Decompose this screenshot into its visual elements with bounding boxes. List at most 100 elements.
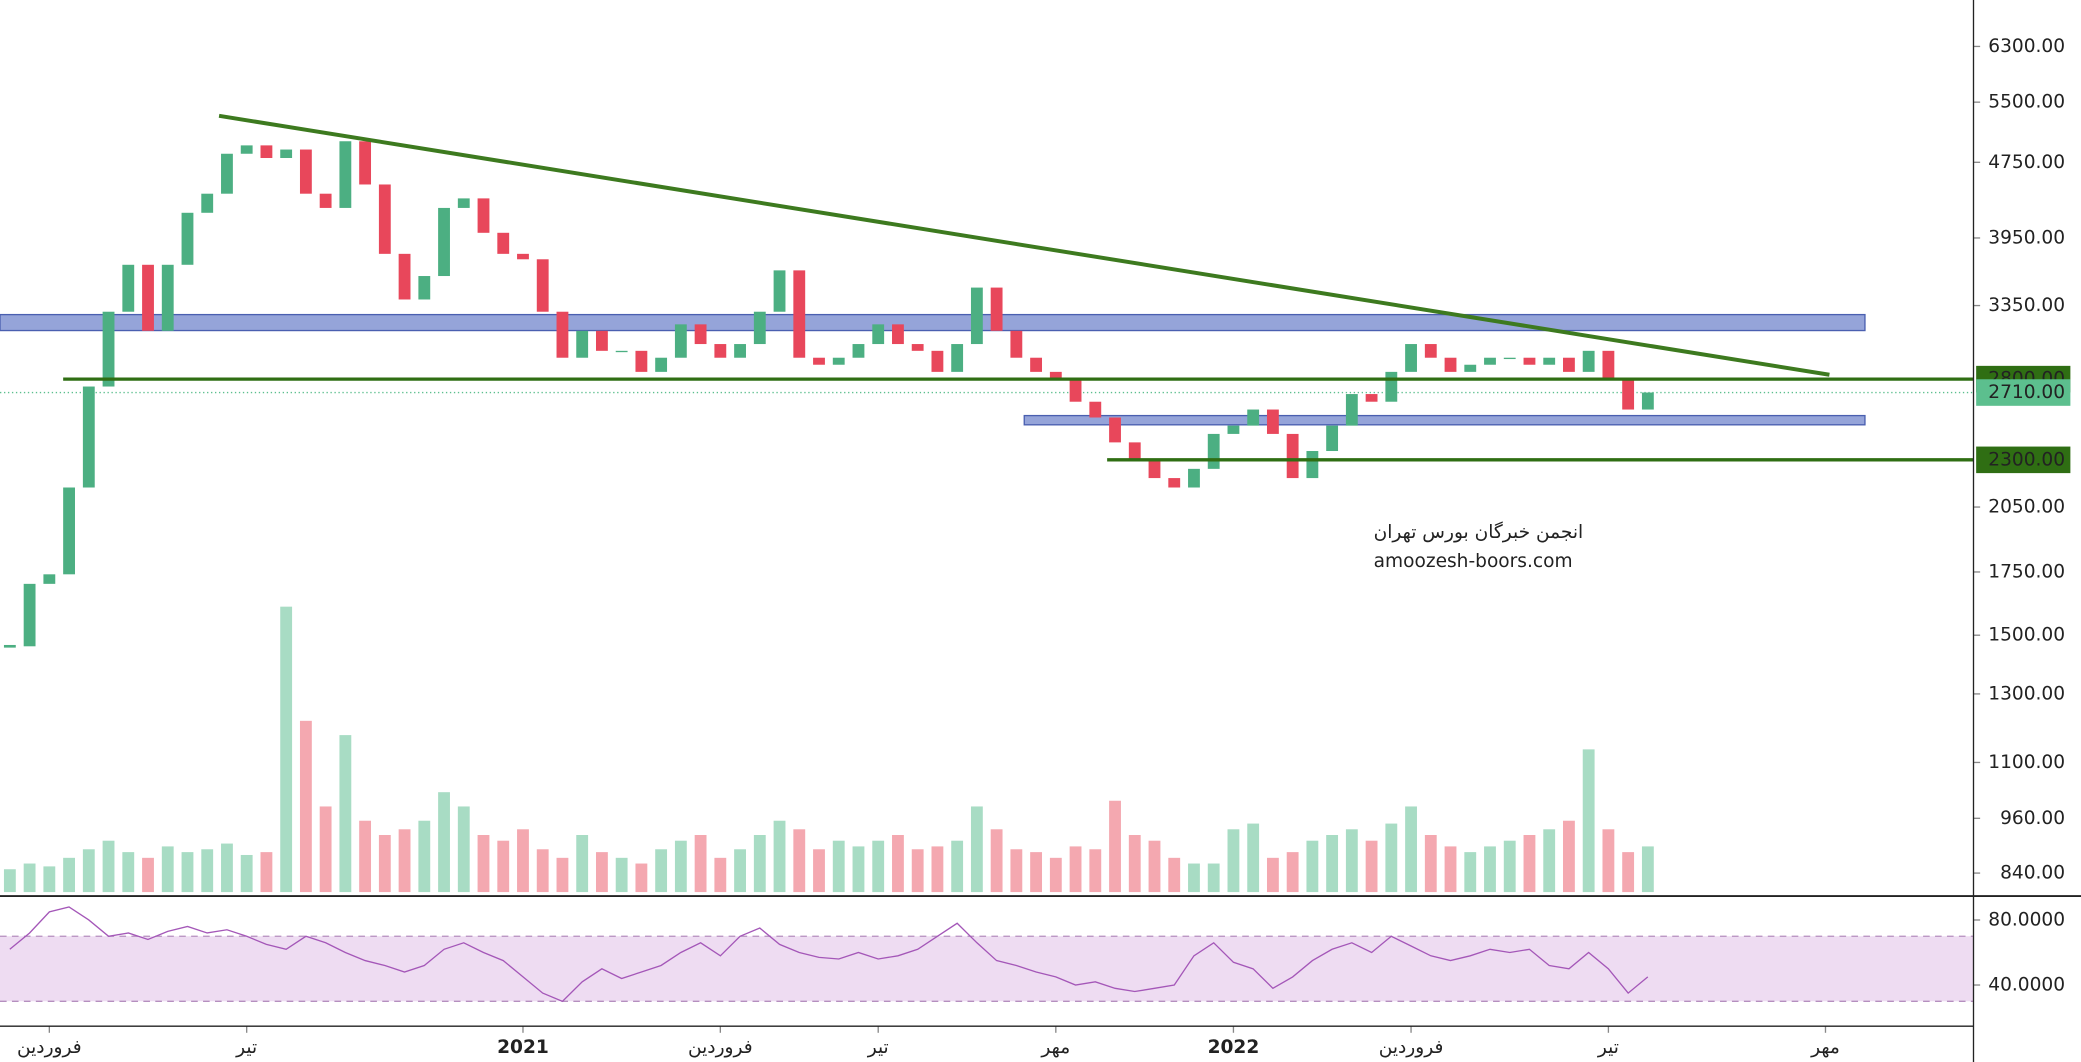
candle: [63, 487, 75, 575]
volume-bar: [63, 857, 75, 893]
volume-bar: [43, 866, 56, 893]
y-tick-label: 1100.00: [1988, 752, 2065, 773]
y-tick-label: 1750.00: [1988, 561, 2065, 582]
candle: [497, 232, 510, 254]
volume-bar: [753, 834, 766, 893]
volume-bar: [1582, 749, 1595, 893]
volume-bar: [319, 806, 332, 893]
candle: [3, 644, 16, 648]
candle: [398, 253, 411, 300]
candle: [1266, 409, 1279, 434]
volume-bar: [1049, 857, 1062, 893]
candle: [635, 350, 648, 372]
candle: [1444, 357, 1457, 372]
volume-bar: [911, 849, 924, 893]
volume-bar: [299, 720, 312, 893]
candle: [773, 270, 786, 312]
x-tick-label: فروردین: [688, 1037, 753, 1058]
volume-bar: [1010, 849, 1023, 893]
volume-bar: [536, 849, 549, 893]
x-tick-label: تیر: [1597, 1037, 1619, 1058]
candle: [280, 149, 293, 159]
candle: [299, 149, 312, 194]
volume-bar: [1424, 834, 1437, 893]
candle: [1069, 379, 1082, 402]
x-tick-label: فروردین: [17, 1037, 82, 1058]
volume-bar: [1188, 863, 1200, 893]
volume-bar: [1345, 829, 1358, 893]
candle: [1365, 394, 1378, 402]
candle: [1010, 330, 1023, 358]
y-tick-label: 40.0000: [1988, 975, 2065, 996]
volume-bar: [398, 829, 411, 893]
candle: [595, 330, 608, 351]
volume-bar: [1286, 852, 1299, 893]
candle: [576, 330, 589, 358]
candle: [714, 344, 727, 358]
candle: [536, 259, 549, 312]
candle: [1523, 357, 1536, 365]
candle: [1582, 350, 1595, 372]
x-tick-label: مهر: [1810, 1037, 1840, 1058]
volume-bar: [1109, 800, 1121, 893]
volume-bar: [1523, 834, 1536, 893]
x-tick-label: مهر: [1040, 1037, 1070, 1058]
candle: [1128, 442, 1141, 460]
volume-bar: [1385, 823, 1398, 893]
candle: [1049, 371, 1062, 380]
volume-bar: [556, 857, 569, 893]
candle: [832, 357, 845, 365]
trendline: [218, 113, 1830, 377]
y-tick-label: 960.00: [2000, 808, 2065, 829]
volume-bar: [674, 840, 687, 893]
candle: [793, 270, 806, 358]
candle: [1306, 451, 1319, 479]
candle: [1089, 401, 1102, 418]
volume-bar: [181, 852, 194, 893]
candle: [1030, 357, 1043, 372]
volume-bar: [142, 857, 154, 893]
candle: [221, 153, 233, 194]
volume-bar: [82, 849, 95, 893]
volume-bar: [1168, 857, 1181, 893]
candle: [892, 324, 904, 345]
candle: [240, 145, 253, 154]
volume-bar: [23, 863, 36, 893]
volume-bar: [1247, 823, 1260, 893]
candle: [477, 198, 490, 233]
price-label: 2710.00: [1988, 382, 2065, 403]
candle: [457, 198, 470, 208]
volume-bar: [576, 834, 589, 893]
candle: [753, 311, 766, 345]
candle: [1207, 433, 1220, 469]
y-tick-label: 1500.00: [1988, 625, 2065, 646]
volume-bar: [240, 854, 253, 893]
volume-bar: [892, 834, 904, 893]
volume-bar: [714, 857, 727, 893]
candle: [339, 141, 352, 208]
level-label: 2300.00: [1988, 449, 2065, 470]
y-tick-label: 3350.00: [1988, 295, 2065, 316]
candle: [102, 311, 115, 387]
candle: [655, 357, 668, 372]
volume-bar: [339, 735, 352, 893]
candle: [517, 253, 529, 260]
volume-bar: [1365, 840, 1378, 893]
volume-bar: [655, 849, 668, 893]
volume-bar: [951, 840, 964, 893]
candle: [852, 344, 865, 358]
candle: [1345, 394, 1358, 426]
candle: [1641, 392, 1654, 410]
volume-bar: [832, 840, 845, 893]
volume-bar: [595, 852, 608, 893]
candle: [1424, 344, 1437, 358]
volume-bar: [635, 863, 648, 893]
volume-bar: [694, 834, 707, 893]
candle: [951, 344, 964, 372]
volume-bar: [931, 846, 944, 893]
volume-bar: [517, 829, 529, 893]
candle: [970, 287, 983, 345]
volume-bar: [1128, 834, 1141, 893]
y-tick-label: 1300.00: [1988, 683, 2065, 704]
